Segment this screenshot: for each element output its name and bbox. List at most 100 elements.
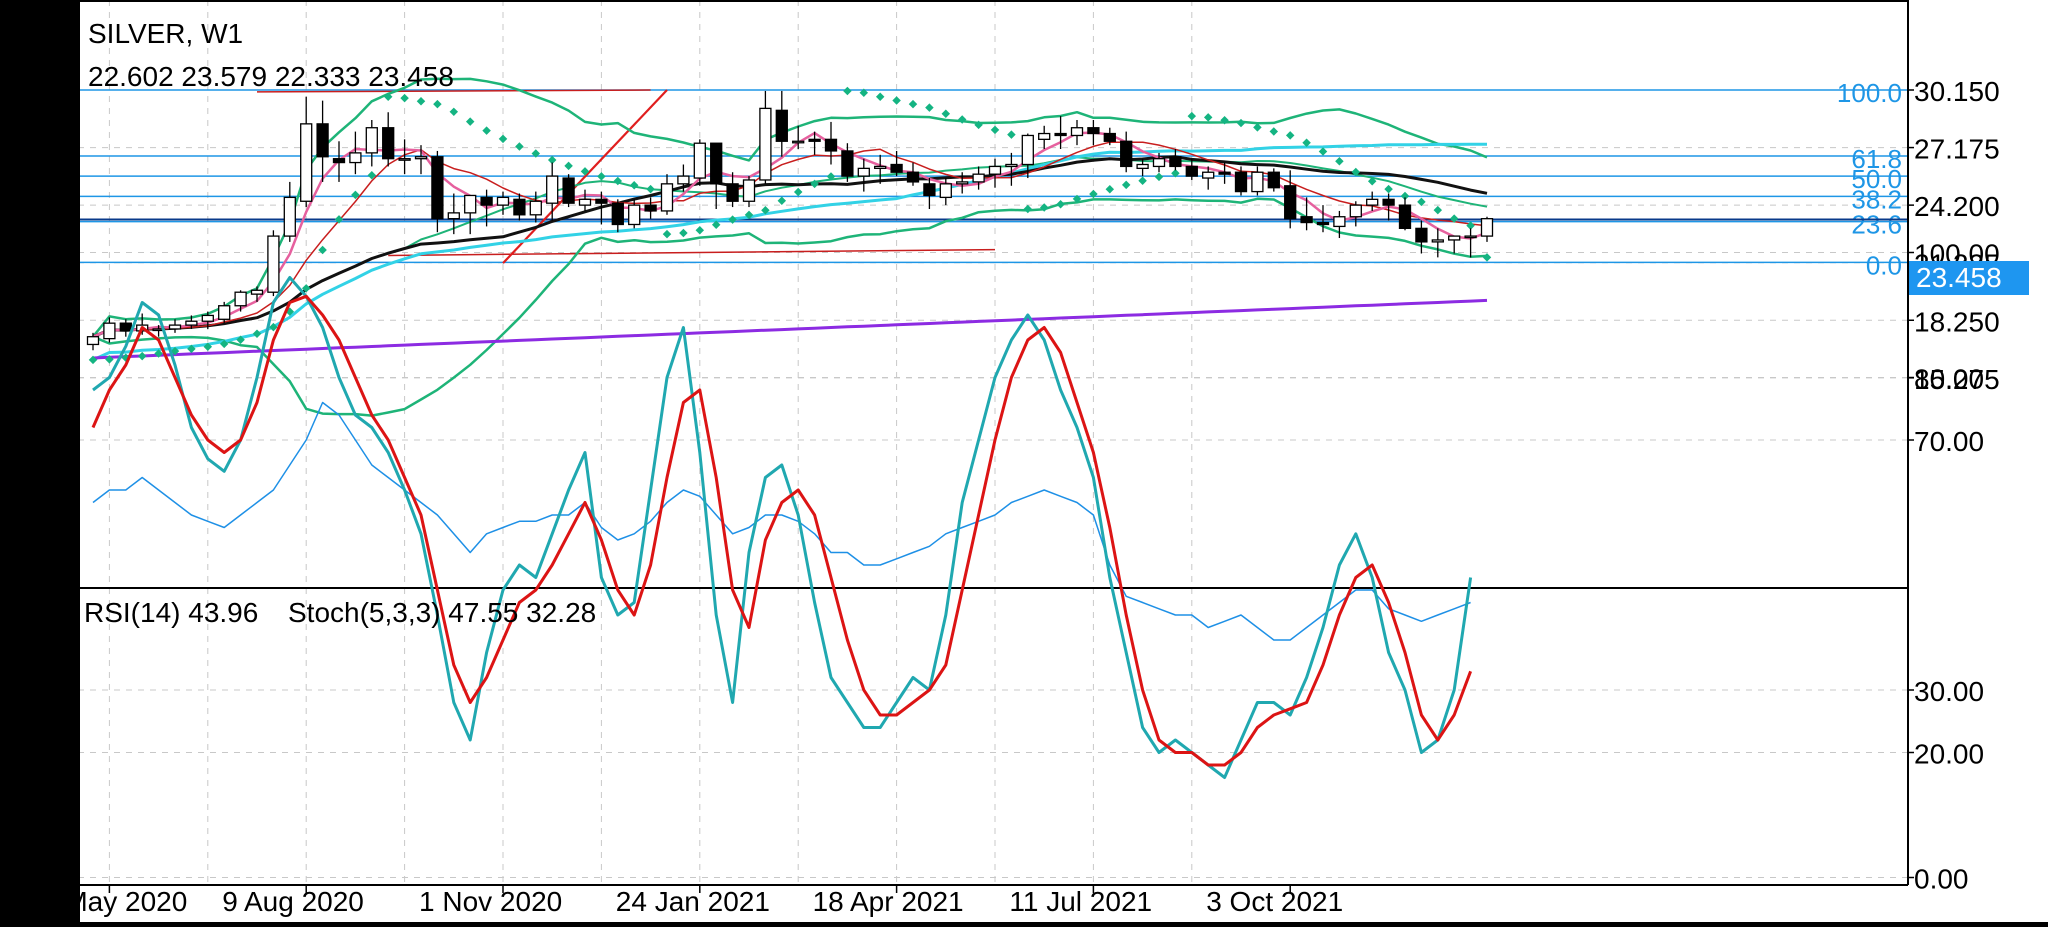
candle-body <box>726 183 739 202</box>
candle-body <box>1398 204 1412 230</box>
candle-body <box>1251 171 1264 193</box>
candle-body <box>1234 171 1248 193</box>
sar-dot <box>400 93 409 103</box>
candle-body <box>1284 185 1297 220</box>
sar-dot <box>203 342 213 351</box>
fibonacci-levels: 100.0 61.850.038.223.6 0.0 <box>78 78 1908 280</box>
fib-level-label: 50.0 <box>1851 164 1902 194</box>
time-tick-label: 1 Nov 2020 <box>419 886 562 917</box>
candle-body <box>431 156 444 220</box>
price-badge-bg <box>1909 261 2029 295</box>
candle-body <box>1038 132 1051 140</box>
left-frame <box>0 0 78 922</box>
osc-tick-label: 80.00 <box>1914 364 1984 395</box>
candle-body <box>775 109 788 142</box>
ma-cyan <box>92 142 1487 362</box>
candle-body <box>1415 227 1428 243</box>
candle-body <box>1202 171 1215 179</box>
candle-body <box>119 322 132 332</box>
candle-body <box>546 175 559 204</box>
candle-body <box>300 123 313 202</box>
fib-level-label: 38.2 <box>1851 184 1902 214</box>
time-tick-label: 9 Aug 2020 <box>222 886 364 917</box>
candle-body <box>382 127 395 160</box>
candle-body <box>1169 156 1182 168</box>
candle-body <box>1333 216 1346 228</box>
candle-body <box>824 138 838 152</box>
candle-body <box>1300 216 1313 224</box>
candle-body <box>1005 163 1018 168</box>
candle-body <box>316 123 329 158</box>
sar-dot <box>383 92 393 102</box>
time-tick-label: 3 Oct 2021 <box>1206 886 1343 917</box>
price-badge-label: 23.458 <box>1916 262 2002 293</box>
sar-dot <box>318 245 327 255</box>
time-axis: 17 May 2020 9 Aug 2020 1 Nov 2020 24 Jan 20… <box>25 885 1343 917</box>
sar-dot <box>449 107 459 117</box>
sar-dot <box>105 355 114 364</box>
fib-level-label: 23.6 <box>1851 210 1902 240</box>
trendlines <box>256 89 996 264</box>
candle-body <box>1448 235 1461 241</box>
candle-body <box>595 198 608 204</box>
candle-body <box>201 314 214 322</box>
candle-body <box>1382 198 1395 206</box>
sar-dot <box>416 96 426 106</box>
stoch-readout: Stoch(5,3,3) 47.55 32.28 <box>288 597 596 628</box>
candle-body <box>1218 171 1231 175</box>
candle-body <box>218 305 231 320</box>
price-tick-label: 27.175 <box>1914 134 2000 165</box>
candle-body <box>267 235 280 293</box>
fib-level-label: 100.0 <box>1837 78 1902 108</box>
sar-dot <box>351 190 360 200</box>
candle-body <box>250 289 264 295</box>
candle-body <box>644 204 657 212</box>
sar-dot <box>170 346 180 356</box>
candle-body <box>103 322 116 340</box>
oscillator-panel <box>91 276 1473 779</box>
candle-body <box>677 175 690 185</box>
candle-body <box>1070 127 1084 137</box>
candle-body <box>365 127 378 154</box>
price-tick-label: 15.275 <box>1914 364 2000 395</box>
sar-dot <box>236 335 245 344</box>
candle-body <box>1316 221 1330 226</box>
candle-body <box>1021 134 1034 166</box>
candle-body <box>578 198 592 206</box>
candle-body <box>792 140 805 144</box>
bollinger-lower <box>92 197 1488 417</box>
candle-body <box>332 158 346 164</box>
sar-dot <box>137 351 147 361</box>
candle-body <box>841 150 854 177</box>
candle-body <box>874 165 887 170</box>
price-tick-label: 30.150 <box>1914 76 2000 107</box>
stoch-signal-line <box>91 294 1473 767</box>
candle-body <box>693 142 706 179</box>
candlesticks <box>86 90 1494 351</box>
candle-body <box>464 194 477 214</box>
candle-body <box>398 158 411 161</box>
candle-body <box>86 336 100 346</box>
candle-body <box>1480 218 1494 237</box>
candle-body <box>234 291 247 307</box>
sar-dot <box>219 339 229 349</box>
price-badge: 23.458 <box>1909 261 2029 295</box>
rsi-readout: RSI(14) 43.96 <box>84 597 258 628</box>
candle-body <box>480 196 493 206</box>
symbol-timeframe: SILVER, W1 <box>88 18 243 49</box>
rsi-line <box>92 401 1471 641</box>
sar-dot <box>154 349 163 358</box>
candle-body <box>890 163 903 173</box>
osc-tick-label: 20.00 <box>1914 739 1984 770</box>
sar-dot <box>88 355 98 365</box>
candle-body <box>972 173 985 183</box>
candle-body <box>513 198 526 216</box>
time-tick-label: 18 Apr 2021 <box>813 886 964 917</box>
osc-tick-label: 30.00 <box>1914 676 1984 707</box>
price-tick-label: 18.250 <box>1914 306 2000 337</box>
candle-body <box>710 142 723 185</box>
fib-level-label: 0.0 <box>1866 250 1902 280</box>
candle-body <box>1120 140 1133 168</box>
